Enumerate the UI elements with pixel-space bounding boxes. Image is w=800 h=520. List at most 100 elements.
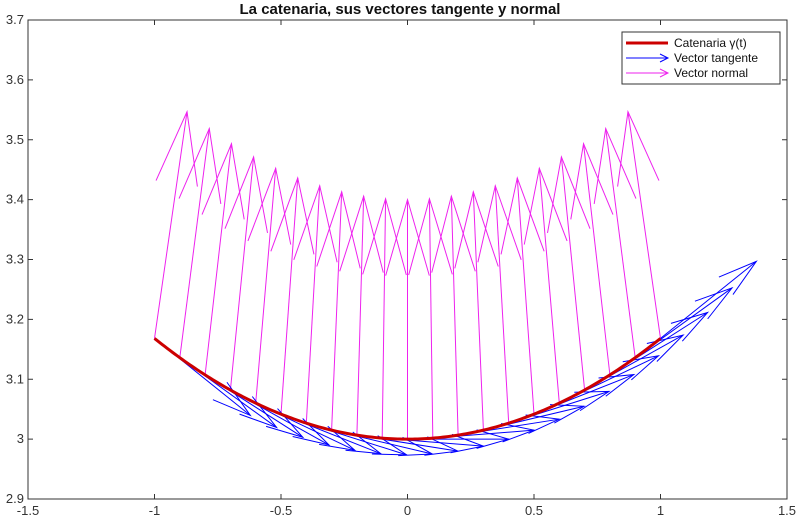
normal-vector-shaft	[428, 198, 434, 439]
legend-label: Vector tangente	[674, 51, 758, 65]
normal-vector-shaft	[560, 156, 586, 391]
normal-vector	[293, 183, 338, 424]
normal-vector-head	[201, 141, 245, 220]
tangent-vector-head	[265, 408, 305, 439]
catenary-curve	[153, 337, 662, 441]
normal-vector-head	[431, 194, 476, 273]
x-tick-label: -1	[149, 503, 161, 518]
x-tick-label: -0.5	[270, 503, 292, 518]
normal-vector	[454, 190, 499, 431]
normal-vector-shaft	[204, 143, 232, 375]
legend-swatch-head	[659, 53, 670, 63]
normal-vector	[224, 155, 268, 391]
normal-vector-head	[617, 109, 660, 187]
x-tick-label: 0	[404, 503, 411, 518]
legend-item: Vector tangente	[626, 51, 758, 65]
normal-vector-shaft	[538, 168, 560, 404]
tangent-vector-head	[622, 355, 661, 381]
normal-vector	[385, 197, 430, 440]
normal-vector-head	[500, 176, 545, 255]
tangent-vector-head	[239, 396, 279, 429]
normal-vector-head	[362, 196, 407, 276]
normal-vector-shaft	[229, 156, 255, 391]
normal-vector	[201, 141, 245, 375]
normal-vector-head	[570, 141, 614, 220]
normal-vector-head	[293, 183, 338, 263]
normal-vector	[362, 196, 407, 439]
tangent-vector-head	[549, 404, 586, 424]
normal-vector	[593, 126, 637, 358]
tangent-vector-head	[598, 373, 636, 397]
tangent-vector-head	[525, 414, 561, 434]
normal-vector	[547, 155, 591, 391]
normal-vector	[523, 166, 568, 404]
legend-label: Vector normal	[674, 66, 748, 80]
normal-vector-head	[523, 166, 568, 245]
tangent-vector-head	[292, 418, 331, 446]
normal-vector-head	[385, 197, 430, 276]
normal-vector-shaft	[627, 111, 661, 339]
normal-vector-shaft	[381, 198, 387, 439]
normal-vector	[477, 183, 522, 424]
x-tick-label: 0.5	[525, 503, 543, 518]
chart-title: La catenaria, sus vectores tangente y no…	[239, 1, 561, 18]
normal-vector-shaft	[356, 196, 365, 436]
normal-vector-shaft	[305, 185, 321, 424]
normal-vector-shaft	[179, 128, 210, 358]
y-tick-label: 3	[17, 431, 24, 446]
y-tick-label: 3.6	[6, 72, 24, 87]
normal-vector	[500, 176, 545, 415]
normal-vector-shaft	[450, 196, 459, 436]
x-tick-label: 1.5	[778, 503, 796, 518]
legend-item: Catenaria γ(t)	[626, 36, 747, 50]
normal-vector-shaft	[255, 168, 277, 404]
normal-vector	[339, 194, 384, 436]
y-tick-label: 3.5	[6, 132, 24, 147]
normal-vector-head	[454, 190, 499, 269]
normal-vector-head	[593, 126, 637, 205]
normal-vector-head	[339, 194, 384, 273]
normal-vector	[617, 109, 661, 339]
y-tick-label: 3.3	[6, 252, 24, 267]
normal-vector	[431, 194, 476, 436]
normal-vector	[154, 109, 198, 339]
normal-vector-head	[247, 166, 292, 245]
y-tick-label: 3.1	[6, 371, 24, 386]
y-tick-label: 3.7	[6, 12, 24, 27]
legend-item: Vector normal	[626, 66, 748, 80]
x-tick-label: -1.5	[17, 503, 39, 518]
normal-vector-head	[155, 109, 198, 187]
tangent-vector-head	[319, 425, 357, 452]
normal-vector-shaft	[154, 111, 188, 339]
normal-vector-head	[316, 190, 361, 269]
tangent-vector-head	[501, 422, 536, 443]
normal-vector-head	[477, 183, 522, 263]
tangent-vector-head	[574, 390, 611, 412]
tangent-vector-head	[694, 286, 734, 320]
normal-vector	[247, 166, 292, 404]
normal-vector-shaft	[494, 185, 510, 424]
tangent-vector-head	[718, 260, 758, 295]
normal-vector-shaft	[280, 177, 299, 415]
tangent-vector-shaft	[660, 261, 757, 339]
y-tick-label: 3.2	[6, 311, 24, 326]
normal-vector-head	[178, 126, 222, 205]
normal-vector-head	[547, 155, 591, 234]
normal-vector-shaft	[583, 143, 611, 375]
normal-vector-shaft	[472, 191, 484, 431]
normal-vector-shaft	[605, 128, 636, 358]
normal-vector	[270, 176, 315, 415]
normal-vector	[570, 141, 614, 375]
normal-vector-shaft	[516, 177, 535, 415]
tangent-vector	[660, 260, 758, 339]
legend-label: Catenaria γ(t)	[674, 36, 747, 50]
legend-swatch-head	[659, 68, 670, 78]
y-tick-label: 2.9	[6, 491, 24, 506]
normal-vector	[408, 196, 453, 439]
normal-vector	[178, 126, 222, 358]
normal-vector-head	[224, 155, 268, 234]
normal-vector-head	[270, 176, 315, 255]
normal-vector-head	[408, 196, 453, 276]
